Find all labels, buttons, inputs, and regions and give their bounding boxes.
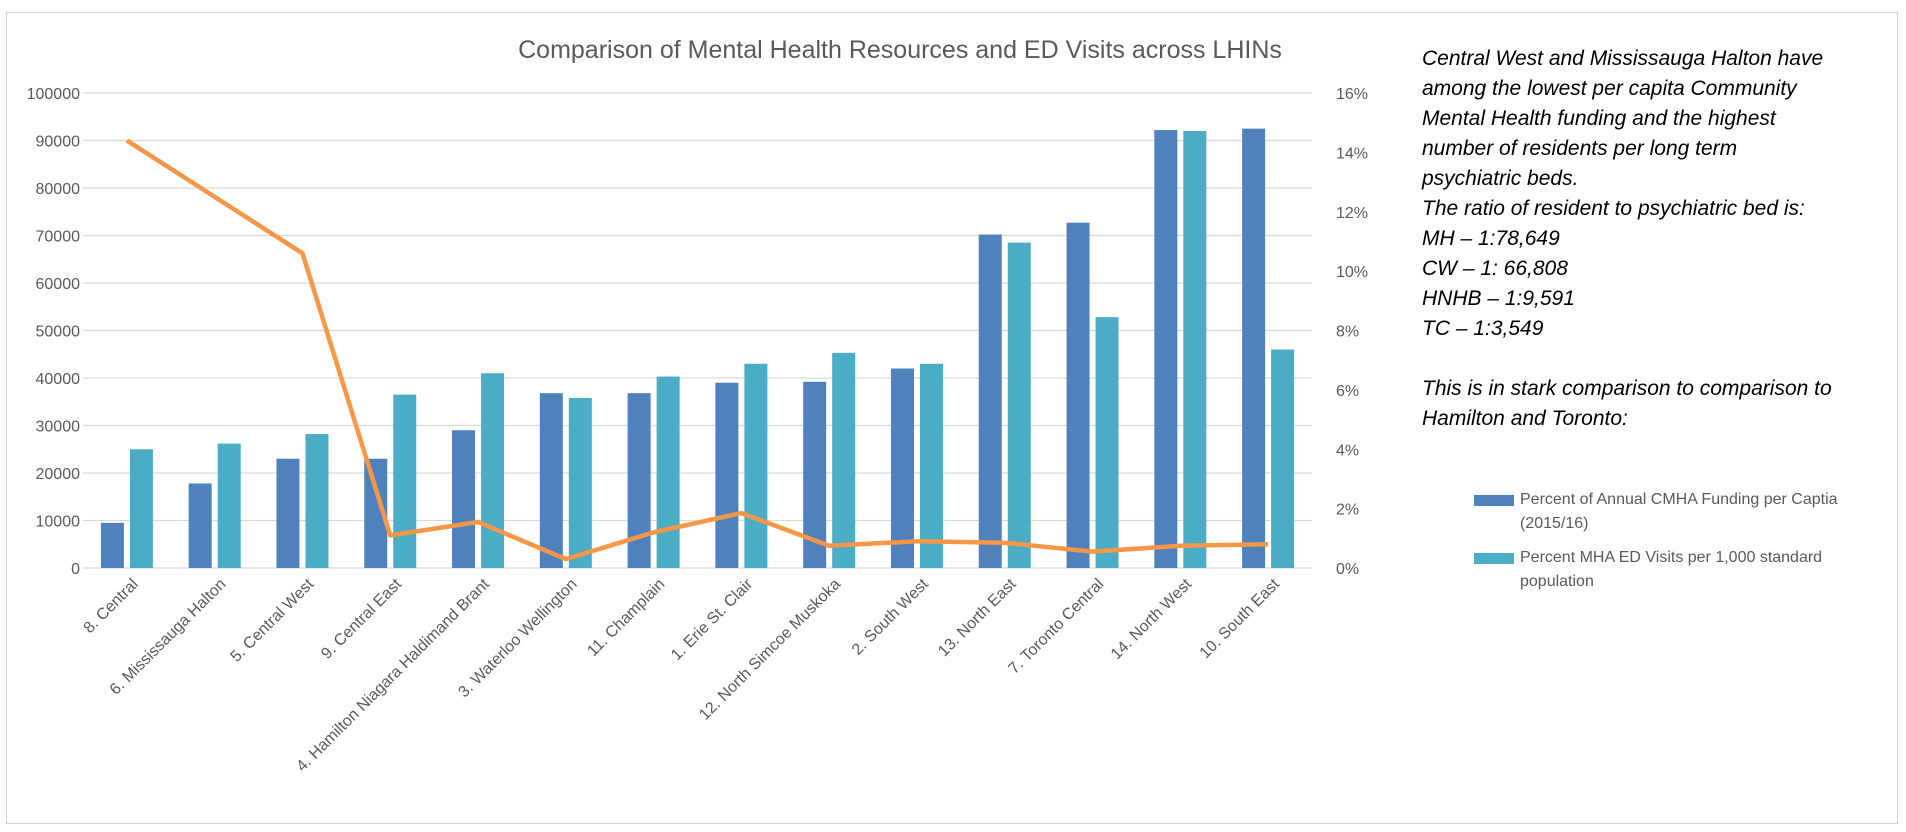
right-tick-label: 4% [1336, 442, 1359, 459]
left-tick-label: 90000 [36, 134, 81, 151]
left-tick-label: 0 [71, 561, 80, 578]
bar [803, 381, 827, 568]
bar [744, 363, 768, 568]
bars [100, 128, 1295, 569]
left-tick-label: 10000 [36, 514, 81, 531]
notes-line: Central West and Mississauga Halton have [1422, 47, 1824, 70]
category-label: 13. North East [935, 575, 1020, 660]
bar [627, 393, 651, 568]
bar [129, 449, 153, 568]
legend-item-ed-visits: Percent MHA ED Visits per 1,000 standard… [1474, 546, 1894, 594]
notes-line: HNHB – 1:9,591 [1422, 287, 1575, 310]
bar [1183, 131, 1207, 568]
left-tick-label: 60000 [36, 276, 81, 293]
right-tick-label: 12% [1336, 205, 1368, 222]
left-axis: 0 10000 20000 30000 40000 50000 60000 70000 8000… [27, 86, 80, 578]
bar [305, 434, 329, 568]
notes-line: psychiatric beds. [1422, 167, 1579, 190]
right-tick-label: 6% [1336, 383, 1359, 400]
category-label: 5. Central West [228, 575, 318, 665]
gridlines [83, 92, 1312, 569]
category-label: 8. Central [81, 576, 142, 637]
right-axis: 0% 2% 4% 6% 8% 10% 12% 14% 16% [1336, 86, 1368, 578]
bar [217, 443, 241, 568]
left-tick-label: 80000 [36, 181, 81, 198]
bar [1095, 317, 1119, 568]
bar [1242, 128, 1266, 568]
category-label: 11. Champlain [584, 576, 668, 660]
left-tick-label: 100000 [27, 86, 80, 103]
bar [656, 376, 680, 568]
notes-line: This is in stark comparison to compariso… [1422, 377, 1832, 400]
left-tick-label: 30000 [36, 419, 81, 436]
bar [1007, 242, 1031, 568]
bar [890, 368, 914, 568]
bar [452, 430, 476, 568]
legend-label-ed-visits: Percent MHA ED Visits per 1,000 standard… [1520, 549, 1823, 590]
notes-line: Mental Health funding and the highest [1422, 107, 1776, 130]
notes-line: The ratio of resident to psychiatric bed… [1422, 197, 1805, 220]
bar [100, 522, 124, 568]
bar [188, 483, 212, 568]
category-label: 9. Central East [318, 575, 405, 662]
category-label: 10. South East [1197, 575, 1284, 662]
category-label: 4. Hamilton Niagara Haldimand Brant [293, 575, 493, 775]
left-tick-label: 70000 [36, 229, 81, 246]
bar [1154, 130, 1178, 569]
notes-line: TC – 1:3,549 [1422, 317, 1544, 340]
left-tick-label: 40000 [36, 371, 81, 388]
category-label: 7. Toronto Central [1006, 576, 1108, 678]
notes-line: among the lowest per capita Community [1422, 77, 1797, 100]
chart-frame [6, 12, 1898, 824]
bar [832, 352, 856, 568]
bar [1271, 349, 1295, 568]
notes-line: number of residents per long term [1422, 137, 1738, 160]
right-tick-label: 16% [1336, 86, 1368, 103]
legend: Percent of Annual CMHA Funding per Capti… [1474, 488, 1894, 604]
category-label: 12. North Simcoe Muskoka [696, 576, 844, 724]
bar [1066, 222, 1090, 569]
legend-swatch-ed-visits [1474, 553, 1514, 564]
category-label: 14. North West [1108, 575, 1196, 663]
line-series-path [125, 138, 1269, 562]
notes-line: CW – 1: 66,808 [1422, 257, 1568, 280]
bar [568, 397, 592, 568]
left-tick-label: 50000 [36, 324, 81, 341]
notes-spacer [1422, 344, 1892, 374]
notes-text: Central West and Mississauga Halton have… [1422, 44, 1892, 434]
chart-title: Comparison of Mental Health Resources an… [518, 36, 1282, 64]
bar [978, 234, 1002, 569]
right-tick-label: 14% [1336, 145, 1368, 162]
legend-swatch-funding [1474, 495, 1514, 506]
bar [393, 394, 417, 568]
bar [715, 382, 739, 568]
bar [919, 363, 943, 568]
legend-label-funding: Percent of Annual CMHA Funding per Capti… [1520, 491, 1838, 532]
bar [481, 373, 505, 568]
bar [276, 458, 300, 568]
category-label: 1. Erie St. Clair [668, 575, 757, 664]
right-tick-label: 8% [1336, 324, 1359, 341]
line-series [125, 138, 1269, 562]
bar [539, 393, 563, 568]
notes-line: MH – 1:78,649 [1422, 227, 1560, 250]
category-label: 2. South West [849, 575, 932, 658]
notes-line: Hamilton and Toronto: [1422, 407, 1628, 430]
right-tick-label: 2% [1336, 502, 1359, 519]
legend-item-funding: Percent of Annual CMHA Funding per Capti… [1474, 488, 1894, 536]
right-tick-label: 0% [1336, 561, 1359, 578]
right-tick-label: 10% [1336, 264, 1368, 281]
bar [364, 458, 388, 568]
left-tick-label: 20000 [36, 466, 81, 483]
